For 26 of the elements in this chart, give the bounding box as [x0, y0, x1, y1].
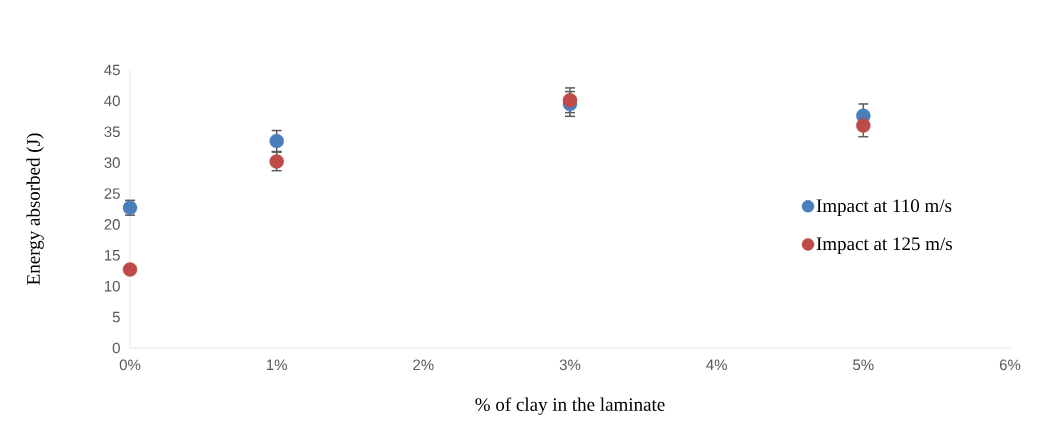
y-tick-label: 30 [104, 157, 120, 168]
x-tick-label: 0% [119, 359, 141, 371]
y-tick-label: 10 [104, 280, 120, 292]
point [269, 133, 284, 149]
y-tick-label: 5 [112, 311, 120, 323]
point [856, 118, 871, 133]
x-tick-label: 2% [413, 359, 434, 371]
y-tick-label: 20 [104, 219, 120, 230]
point [122, 262, 138, 277]
y-tick-label: 35 [104, 126, 120, 138]
legend-label: Impact at 125 m/s [816, 237, 952, 255]
y-tick-label: 40 [104, 95, 120, 107]
x-axis-title: % of clay in the laminate [475, 397, 665, 415]
x-tick-label: 1% [266, 359, 287, 371]
y-tick-label: 45 [104, 64, 120, 76]
y-tick-label: 15 [104, 250, 120, 261]
y-tick-label: 0 [112, 342, 120, 354]
legend-label: Impact at 110 m/s [816, 199, 952, 216]
y-axis-title: Energy absorbed (J) [26, 133, 44, 285]
x-tick-label: 4% [706, 359, 727, 371]
x-tick-label: 3% [559, 359, 581, 371]
x-tick-label: 5% [853, 359, 874, 371]
x-tick-label: 6% [999, 359, 1021, 371]
y-tick-label: 25 [104, 188, 120, 199]
point [269, 154, 284, 169]
point [122, 200, 138, 215]
